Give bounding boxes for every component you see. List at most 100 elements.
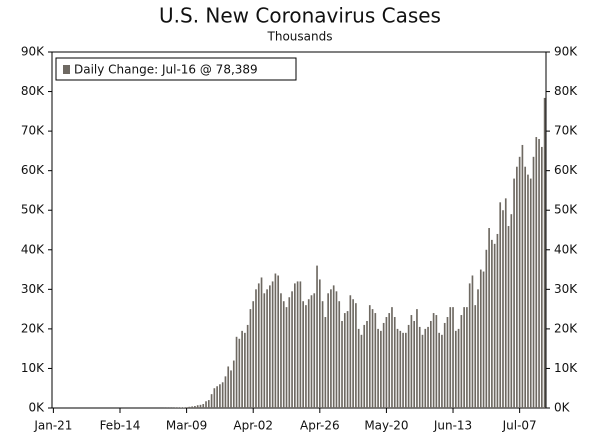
bar: [504, 198, 507, 408]
bar: [194, 406, 196, 408]
y-tick-label: 90K: [21, 45, 45, 59]
bar: [513, 178, 515, 408]
bar: [316, 265, 318, 408]
bar: [518, 156, 521, 408]
bar: [424, 328, 427, 408]
bar: [491, 239, 493, 408]
bar: [368, 305, 371, 408]
chart-title: U.S. New Coronavirus Cases: [159, 4, 441, 28]
bar: [285, 307, 288, 408]
bar: [493, 243, 496, 408]
bar: [413, 320, 416, 408]
bar: [541, 146, 543, 408]
bar: [260, 277, 263, 408]
bar: [221, 382, 224, 408]
bar: [224, 376, 227, 408]
bar: [380, 330, 382, 408]
x-tick-label: Jan-21: [33, 419, 72, 433]
bar: [232, 360, 235, 408]
bar: [335, 291, 338, 408]
x-tick-label: Jun-13: [433, 419, 472, 433]
legend-swatch: [63, 65, 70, 74]
bar: [216, 386, 218, 408]
bar: [302, 301, 304, 408]
bar: [482, 271, 485, 408]
bar: [457, 328, 460, 408]
bar: [307, 299, 310, 408]
y2-tick-label: 30K: [554, 282, 578, 296]
bar: [524, 166, 527, 408]
y-tick-label: 30K: [21, 282, 45, 296]
bar: [449, 307, 452, 408]
bar: [207, 400, 210, 408]
bar: [510, 214, 513, 408]
bar: [529, 178, 532, 408]
bar: [277, 275, 280, 408]
bar: [202, 404, 205, 408]
bar: [446, 317, 449, 408]
bar: [391, 307, 393, 408]
bar: [252, 301, 255, 408]
y2-tick-label: 80K: [554, 84, 578, 98]
bar: [460, 315, 463, 408]
bar: [244, 332, 246, 408]
bar: [382, 322, 385, 408]
bar: [185, 407, 188, 408]
y-tick-label: 50K: [21, 203, 45, 217]
x-tick-label: Feb-14: [100, 419, 141, 433]
bar: [488, 228, 490, 408]
y-tick-label: 60K: [21, 163, 45, 177]
chart-subtitle: Thousands: [267, 30, 333, 44]
bar: [516, 166, 518, 408]
bar: [313, 293, 316, 408]
bar: [418, 326, 421, 408]
bar: [496, 233, 499, 408]
bar: [299, 281, 302, 408]
y2-tick-label: 90K: [554, 45, 578, 59]
bar: [241, 330, 243, 408]
bar: [429, 320, 432, 408]
bar: [235, 336, 238, 408]
y-tick-label: 0K: [28, 401, 45, 415]
bar: [385, 317, 388, 408]
bar: [532, 156, 535, 408]
bar: [443, 322, 446, 408]
bar: [219, 384, 221, 408]
bar: [438, 332, 440, 408]
bar: [205, 401, 207, 408]
y2-tick-label: 40K: [554, 242, 578, 256]
x-tick-label: May-20: [364, 419, 408, 433]
bar: [363, 324, 366, 408]
bar: [407, 324, 410, 408]
bar: [393, 317, 396, 408]
bar: [352, 299, 354, 408]
bar: [257, 283, 260, 408]
y2-tick-label: 10K: [554, 361, 578, 375]
bar: [466, 307, 468, 408]
bar: [416, 309, 418, 408]
bar: [310, 295, 313, 408]
bar: [230, 370, 232, 408]
bar: [388, 313, 391, 408]
bar: [263, 293, 266, 408]
bar: [210, 394, 213, 408]
bar: [196, 405, 199, 408]
bar: [341, 320, 343, 408]
bar: [521, 144, 524, 408]
bar: [294, 283, 296, 408]
bar: [421, 334, 424, 408]
bar: [274, 273, 277, 408]
bar: [330, 289, 332, 408]
bar: [427, 326, 429, 408]
bar: [538, 139, 540, 408]
bar: [396, 328, 399, 408]
bar: [410, 315, 413, 408]
bar: [271, 281, 274, 408]
bar: [332, 285, 335, 408]
bar: [318, 279, 321, 408]
bar: [280, 293, 282, 408]
x-tick-label: Jul-07: [502, 419, 537, 433]
bar: [399, 330, 402, 408]
y2-tick-label: 20K: [554, 321, 578, 335]
